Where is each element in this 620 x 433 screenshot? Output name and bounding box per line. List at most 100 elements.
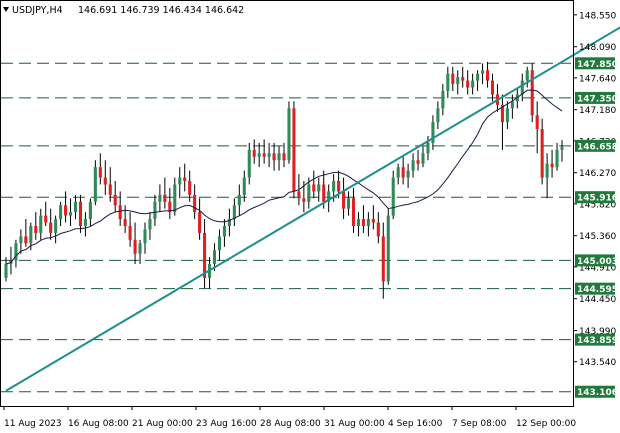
candle-body-34 [173, 184, 177, 213]
candle-93 [466, 70, 470, 95]
candle-70 [351, 187, 356, 233]
xtick-label-7: 7 Sep 08:00 [452, 419, 507, 429]
candle-18 [93, 160, 97, 206]
candle-body-13 [68, 212, 73, 216]
candle-61 [307, 177, 311, 209]
candle-8 [44, 201, 48, 226]
chart-header: USDJPY,H4 146.691 146.739 146.434 146.64… [3, 5, 244, 16]
candle-body-106 [530, 70, 534, 116]
candle-body-81 [406, 170, 410, 178]
ytick-label-10: 143.990 [579, 327, 616, 337]
candle-body-65 [327, 191, 331, 202]
candle-body-86 [431, 122, 435, 143]
candle-body-58 [292, 108, 296, 192]
candle-body-17 [88, 201, 92, 220]
ytick-label-6: 145.820 [579, 200, 616, 210]
candle-4 [24, 219, 28, 247]
level-label-5: 144.595 [577, 285, 618, 295]
candle-body-45 [227, 219, 231, 226]
candle-92 [461, 66, 465, 88]
candle-body-15 [78, 201, 83, 226]
candle-body-100 [500, 104, 504, 123]
ytick-label-2: 147.640 [579, 74, 616, 84]
candle-63 [317, 177, 321, 202]
candle-94 [471, 73, 475, 95]
candle-body-5 [29, 226, 33, 244]
candle-16 [83, 212, 87, 237]
candle-body-111 [555, 149, 559, 168]
dropdown-triangle-icon[interactable] [3, 7, 9, 12]
candle-10 [54, 215, 58, 244]
plot-frame [0, 0, 574, 407]
candle-33 [168, 187, 172, 220]
candle-body-91 [456, 77, 460, 85]
candle-body-76 [381, 236, 385, 282]
candle-31 [158, 184, 162, 213]
level-badge-5 [575, 282, 615, 295]
ytick-label-3: 147.180 [579, 106, 616, 116]
candle-21 [108, 167, 112, 202]
candle-body-2 [14, 243, 18, 261]
trendline[interactable] [5, 3, 620, 392]
candle-82 [411, 153, 415, 178]
candle-14 [73, 194, 78, 220]
candle-38 [193, 184, 197, 220]
candle-27 [138, 239, 142, 265]
candle-body-54 [272, 153, 276, 161]
candle-body-67 [337, 181, 341, 192]
candle-body-27 [138, 243, 142, 254]
candle-body-74 [371, 219, 375, 223]
candle-45 [227, 208, 231, 237]
candle-49 [247, 142, 251, 185]
candle-95 [476, 70, 480, 91]
candle-body-36 [183, 177, 187, 181]
ohlc-values: 146.691 146.739 146.434 146.642 [78, 5, 244, 16]
candle-body-108 [540, 129, 544, 178]
candle-57 [287, 101, 291, 164]
candle-84 [421, 146, 425, 168]
candle-83 [416, 149, 420, 171]
candle-body-84 [421, 153, 425, 164]
candle-9 [49, 208, 53, 240]
candle-68 [342, 177, 346, 220]
candle-26 [133, 222, 137, 265]
candle-body-18 [93, 167, 97, 202]
candle-35 [178, 167, 182, 199]
candle-body-50 [252, 149, 256, 157]
candle-88 [441, 84, 445, 116]
symbol-label: USDJPY,H4 [12, 5, 63, 16]
candle-body-73 [366, 219, 370, 226]
level-label-2: 146.658 [577, 142, 618, 152]
candle-body-46 [232, 205, 236, 220]
candle-body-7 [39, 215, 43, 233]
candle-109 [545, 153, 549, 199]
candle-91 [456, 70, 460, 95]
xtick-label-5: 31 Aug 00:00 [324, 419, 385, 429]
level-label-3: 145.916 [577, 194, 618, 204]
candle-46 [232, 198, 236, 226]
xtick-label-8: 12 Sep 00:00 [516, 419, 576, 429]
candle-65 [327, 184, 331, 213]
candle-62 [312, 170, 316, 199]
candle-body-61 [307, 184, 311, 202]
candle-body-42 [212, 250, 217, 265]
candle-body-11 [59, 205, 63, 220]
candle-30 [153, 194, 157, 226]
candle-75 [376, 212, 380, 244]
xtick-label-0: 11 Aug 2023 [4, 419, 62, 429]
candle-36 [183, 163, 187, 192]
candle-body-6 [34, 226, 38, 233]
candle-body-22 [113, 194, 117, 206]
candle-15 [78, 194, 83, 233]
candle-6 [34, 212, 38, 240]
candle-body-89 [446, 73, 450, 91]
candle-107 [535, 101, 539, 154]
candle-0 [4, 257, 8, 282]
candle-body-33 [168, 201, 172, 213]
candle-body-95 [476, 73, 480, 81]
ytick-label-1: 148.090 [579, 43, 616, 53]
candle-body-59 [297, 191, 301, 199]
candle-body-90 [451, 73, 455, 85]
level-badge-3 [575, 191, 615, 204]
